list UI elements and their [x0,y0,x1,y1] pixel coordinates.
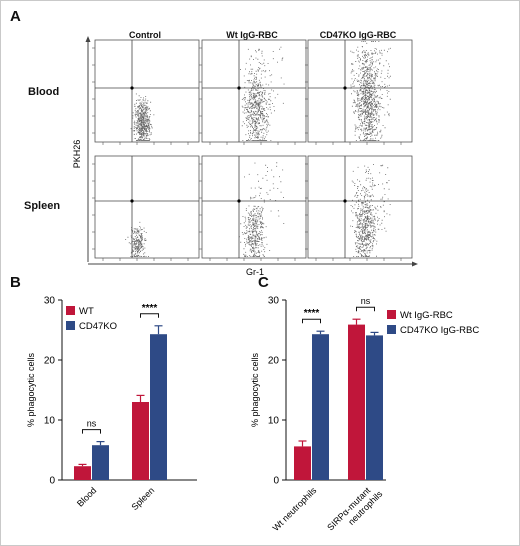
significance-bracket [302,318,321,324]
legend-swatch [66,321,75,330]
event-dots [240,46,285,141]
gate-center [343,199,347,203]
y-tick-label: 0 [273,476,279,487]
row-title-blood: Blood [28,86,60,98]
bar-wt-0 [74,466,91,480]
legend-label-0: Wt IgG-RBC [400,310,453,321]
y-tick-label: 20 [44,356,56,367]
dot-plot-blood-control [92,39,200,145]
y-tick-label: 20 [268,356,280,367]
significance-bracket [140,313,159,318]
legend-label-1: CD47KO [79,321,117,332]
legend-swatch [66,306,75,315]
legend-swatch [387,325,396,334]
category-label-1: Spleen [129,485,156,512]
gate-center [130,199,134,203]
y-axis-title: % phagocytic cells [26,352,36,427]
gate-center [130,86,134,90]
bar-wt-1 [132,402,149,480]
bar-cd47ko-igg-rbc-0 [312,334,329,480]
legend-swatch [387,310,396,319]
gate-center [343,86,347,90]
event-dots [125,221,149,257]
gate-center [237,86,241,90]
bar-cd47ko-igg-rbc-1 [366,335,383,480]
y-axis-title: % phagocytic cells [250,352,260,427]
category-label-0: Blood [75,485,98,508]
significance-bracket [356,306,375,312]
column-title-cd47ko-igg-rbc: CD47KO IgG-RBC [319,30,397,40]
bar-chart-c: 0 10 20 30 % phagocytic cells **** Wt neutroph… [250,296,479,541]
legend-label-1: CD47KO IgG-RBC [400,325,479,336]
significance-bracket [82,429,101,434]
event-dots [350,164,391,257]
y-tick-label: 30 [44,296,56,307]
event-dots [350,41,391,141]
plot-frame [94,155,200,259]
y-tick-label: 0 [49,476,55,487]
x-axis-arrow [412,261,418,267]
dot-plot-spleen-cd47ko-igg-rbc [305,155,413,261]
flow-cytometry-grid: PKH26 Gr-1 [72,36,418,277]
significance-label: ns [87,419,97,429]
panel-letter-b: B [10,274,21,291]
y-axis-arrow [85,36,91,42]
dot-plot-spleen-control [92,155,200,261]
significance-label: **** [142,303,158,314]
bar-cd47ko-1 [150,334,167,480]
panel-letter-c: C [258,274,269,291]
event-dots [238,162,285,257]
y-tick-label: 10 [268,416,280,427]
bar-wt-igg-rbc-0 [294,446,311,480]
column-title-wt-igg-rbc: Wt IgG-RBC [226,30,278,40]
dot-plot-spleen-wt-igg-rbc [199,155,307,261]
column-title-control: Control [129,30,161,40]
plot-frame [201,155,307,259]
plot-frame [201,39,307,143]
panel-letter-a: A [10,8,21,25]
bar-wt-igg-rbc-1 [348,324,365,480]
y-tick-label: 10 [44,416,56,427]
dot-plot-blood-cd47ko-igg-rbc [305,39,413,145]
plot-frame [307,155,413,259]
y-axis-label: PKH26 [72,140,82,169]
significance-label: **** [304,308,320,319]
bar-cd47ko-0 [92,445,109,480]
row-title-spleen: Spleen [24,200,61,212]
gate-center [237,199,241,203]
x-axis-label: Gr-1 [246,267,264,277]
y-tick-label: 30 [268,296,280,307]
dot-plot-blood-wt-igg-rbc [199,39,307,145]
legend-label-0: WT [79,306,94,317]
category-label-0: Wt neutrophils [271,485,319,533]
significance-label: ns [361,296,371,306]
bar-chart-b: 0 10 20 30 % phagocytic cells ns Blood **** Sple… [26,296,197,512]
category-label-1: SIRPα-mutantneutrophils [325,481,385,541]
event-dots [130,93,155,141]
